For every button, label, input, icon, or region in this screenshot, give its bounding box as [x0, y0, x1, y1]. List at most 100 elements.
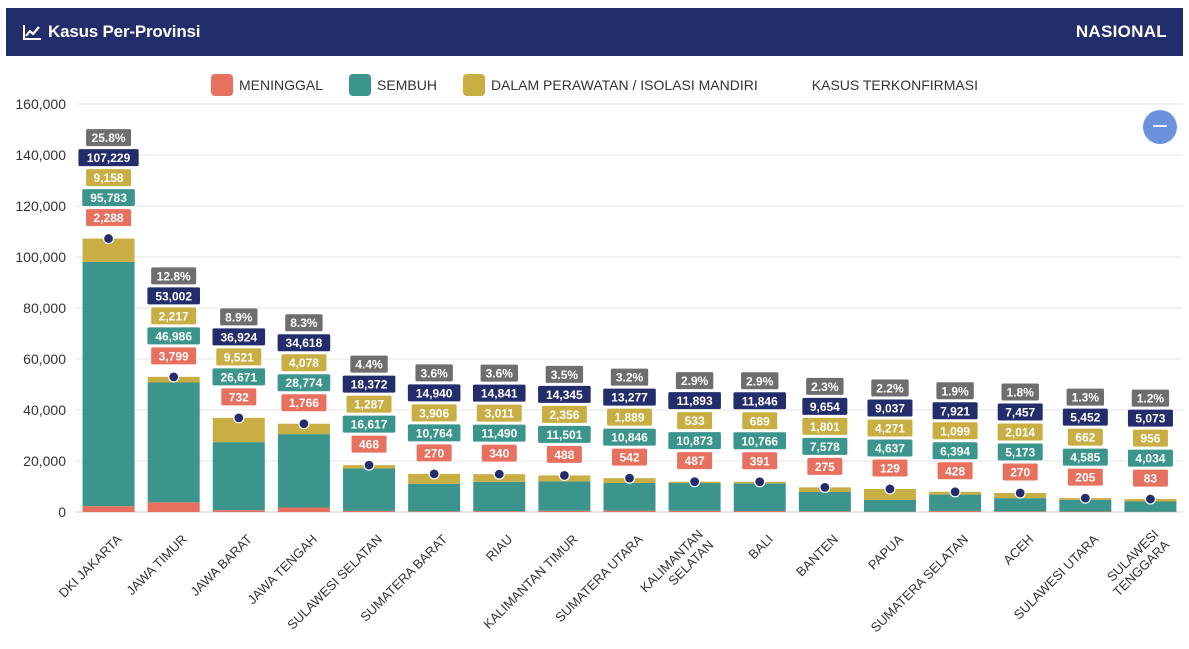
- label-terkonfirmasi-sumatera-selatan-bg: [931, 401, 979, 421]
- bar-sembuh-jawa-timur[interactable]: [147, 382, 200, 503]
- bar-meninggal-jawa-barat[interactable]: [212, 510, 265, 512]
- bar-sembuh-sumatera-barat[interactable]: [408, 483, 461, 512]
- confirmed-point-sumatera-barat[interactable]: [428, 468, 440, 480]
- label-perawatan-sumatera-selatan-bg: [931, 421, 979, 441]
- bar-meninggal-kalimantan-selatan[interactable]: [668, 510, 721, 512]
- legend-item-meninggal[interactable]: MENINGGAL: [211, 74, 323, 96]
- confirmed-point-bali[interactable]: [754, 476, 766, 488]
- bar-sembuh-dki-jakarta[interactable]: [82, 261, 135, 507]
- bar-dalam-perawatan-isolasi-mandiri-dki-jakarta[interactable]: [82, 238, 135, 262]
- bar-sembuh-sulawesi-selatan[interactable]: [343, 468, 396, 511]
- bar-meninggal-sulawesi-selatan[interactable]: [343, 510, 396, 512]
- bar-sembuh-jawa-tengah[interactable]: [277, 434, 330, 508]
- label-terkonfirmasi-riau-bg: [471, 383, 527, 403]
- legend-item-perawatan[interactable]: DALAM PERAWATAN / ISOLASI MANDIRI: [462, 74, 758, 96]
- label-perawatan-jawa-timur: 2,217: [150, 306, 198, 326]
- label-terkonfirmasi-kalimantan-timur: 14,345: [537, 384, 592, 404]
- label-meninggal-jawa-barat-text: 732: [229, 390, 249, 404]
- bar-meninggal-banten[interactable]: [798, 511, 851, 512]
- label-sembuh-sulawesi-tenggara-bg: [1126, 448, 1174, 468]
- label-perawatan-banten: 1,801: [801, 416, 849, 436]
- label-perawatan-banten-bg: [801, 416, 849, 436]
- label-meninggal-riau-bg: [480, 443, 518, 463]
- bar-meninggal-sumatera-selatan[interactable]: [929, 510, 982, 512]
- label-perawatan-aceh: 2,014: [996, 422, 1044, 442]
- label-meninggal-riau: 340: [480, 443, 518, 463]
- bar-sembuh-sulawesi-tenggara[interactable]: [1124, 501, 1177, 512]
- label-perawatan-sulawesi-selatan-bg: [345, 394, 393, 414]
- bars: [82, 238, 1177, 512]
- label-terkonfirmasi-jawa-timur: 53,002: [146, 286, 201, 306]
- label-meninggal-dki-jakarta-bg: [85, 208, 133, 228]
- confirmed-point-jawa-tengah[interactable]: [298, 418, 310, 430]
- confirmed-point-kalimantan-timur[interactable]: [558, 469, 570, 482]
- bar-meninggal-sumatera-barat[interactable]: [408, 511, 461, 512]
- bar-sembuh-kalimantan-selatan[interactable]: [668, 483, 721, 511]
- label-meninggal-kalimantan-selatan-bg: [676, 451, 714, 471]
- label-terkonfirmasi-jawa-barat: 36,924: [211, 327, 267, 347]
- zoom-out-button[interactable]: −: [1143, 110, 1177, 144]
- bar-sembuh-sumatera-utara[interactable]: [603, 482, 656, 511]
- confirmed-point-sulawesi-tenggara[interactable]: [1144, 493, 1157, 505]
- bar-sembuh-sumatera-selatan[interactable]: [929, 494, 982, 511]
- legend-item-terkonfirmasi[interactable]: KASUS TERKONFIRMASI: [812, 77, 978, 93]
- label-persen-kalimantan-timur: 3.5%: [544, 364, 585, 384]
- label-sembuh-sumatera-barat-bg: [406, 423, 462, 443]
- label-persen-sulawesi-tenggara: 1.2%: [1130, 388, 1171, 408]
- confirmed-point-sulawesi-selatan[interactable]: [363, 459, 375, 471]
- label-perawatan-sulawesi-utara-bg: [1066, 427, 1104, 447]
- confirmed-point-sumatera-utara[interactable]: [623, 472, 636, 484]
- scope-label[interactable]: NASIONAL: [1075, 22, 1167, 41]
- bar-meninggal-aceh[interactable]: [994, 511, 1047, 512]
- bar-meninggal-dki-jakarta[interactable]: [82, 506, 135, 512]
- bar-sembuh-banten[interactable]: [798, 491, 851, 512]
- label-perawatan-jawa-tengah-bg: [280, 353, 328, 373]
- confirmed-point-sumatera-selatan[interactable]: [949, 486, 961, 498]
- bar-sembuh-jawa-barat[interactable]: [212, 442, 265, 511]
- confirmed-point-dki-jakarta[interactable]: [102, 232, 115, 245]
- bar-sembuh-sulawesi-utara[interactable]: [1059, 499, 1112, 512]
- label-perawatan-jawa-tengah: 4,078: [280, 353, 328, 373]
- confirmed-point-jawa-timur[interactable]: [168, 371, 180, 383]
- label-persen-papua: 2.2%: [870, 378, 910, 398]
- label-sembuh-papua: 4,637: [866, 438, 914, 458]
- label-perawatan-aceh-bg: [996, 422, 1044, 442]
- label-terkonfirmasi-jawa-barat-bg: [211, 327, 267, 347]
- bar-meninggal-sumatera-utara[interactable]: [603, 510, 656, 512]
- confirmed-point-sulawesi-utara[interactable]: [1079, 492, 1091, 504]
- label-meninggal-sulawesi-utara: 205: [1066, 467, 1104, 487]
- label-sembuh-dki-jakarta: 95,783: [81, 188, 136, 208]
- bar-meninggal-bali[interactable]: [733, 511, 786, 512]
- label-persen-dki-jakarta-text: 25.8%: [92, 131, 126, 145]
- label-perawatan-kalimantan-timur: 2,356: [540, 404, 588, 424]
- confirmed-point-kalimantan-selatan[interactable]: [689, 476, 701, 488]
- confirmed-point-banten[interactable]: [819, 481, 831, 493]
- bar-meninggal-sulawesi-utara[interactable]: [1059, 511, 1112, 512]
- confirmed-markers: [102, 232, 1157, 505]
- bar-meninggal-jawa-timur[interactable]: [147, 502, 200, 512]
- bar-meninggal-jawa-tengah[interactable]: [277, 507, 330, 512]
- bar-meninggal-kalimantan-timur[interactable]: [538, 510, 591, 512]
- legend-item-sembuh[interactable]: SEMBUH: [349, 74, 437, 96]
- confirmed-point-riau[interactable]: [493, 468, 505, 480]
- label-perawatan-bali-bg: [741, 411, 779, 431]
- bar-sembuh-riau[interactable]: [473, 481, 526, 512]
- label-persen-sumatera-barat-text: 3.6%: [420, 366, 448, 380]
- bar-sembuh-papua[interactable]: [863, 499, 916, 512]
- bar-meninggal-riau[interactable]: [473, 511, 526, 512]
- confirmed-point-aceh[interactable]: [1014, 487, 1026, 499]
- label-terkonfirmasi-jawa-tengah-text: 34,618: [286, 336, 323, 350]
- bar-sembuh-aceh[interactable]: [994, 498, 1047, 512]
- legend-label-meninggal: MENINGGAL: [239, 77, 324, 93]
- label-perawatan-sumatera-utara-text: 1,889: [614, 411, 644, 425]
- confirmed-point-jawa-barat[interactable]: [233, 412, 245, 424]
- label-sembuh-dki-jakarta-text: 95,783: [90, 191, 127, 205]
- label-persen-kalimantan-timur-text: 3.5%: [551, 368, 579, 382]
- label-perawatan-sumatera-barat-bg: [410, 403, 458, 423]
- confirmed-point-papua[interactable]: [884, 483, 896, 495]
- bar-sembuh-kalimantan-timur[interactable]: [538, 481, 591, 511]
- label-sembuh-sumatera-utara: 10,846: [602, 427, 657, 447]
- bar-sembuh-bali[interactable]: [733, 483, 786, 512]
- x-tick-label-jawa-barat: JAWA BARAT: [187, 531, 255, 599]
- label-perawatan-kalimantan-selatan-bg: [676, 411, 714, 431]
